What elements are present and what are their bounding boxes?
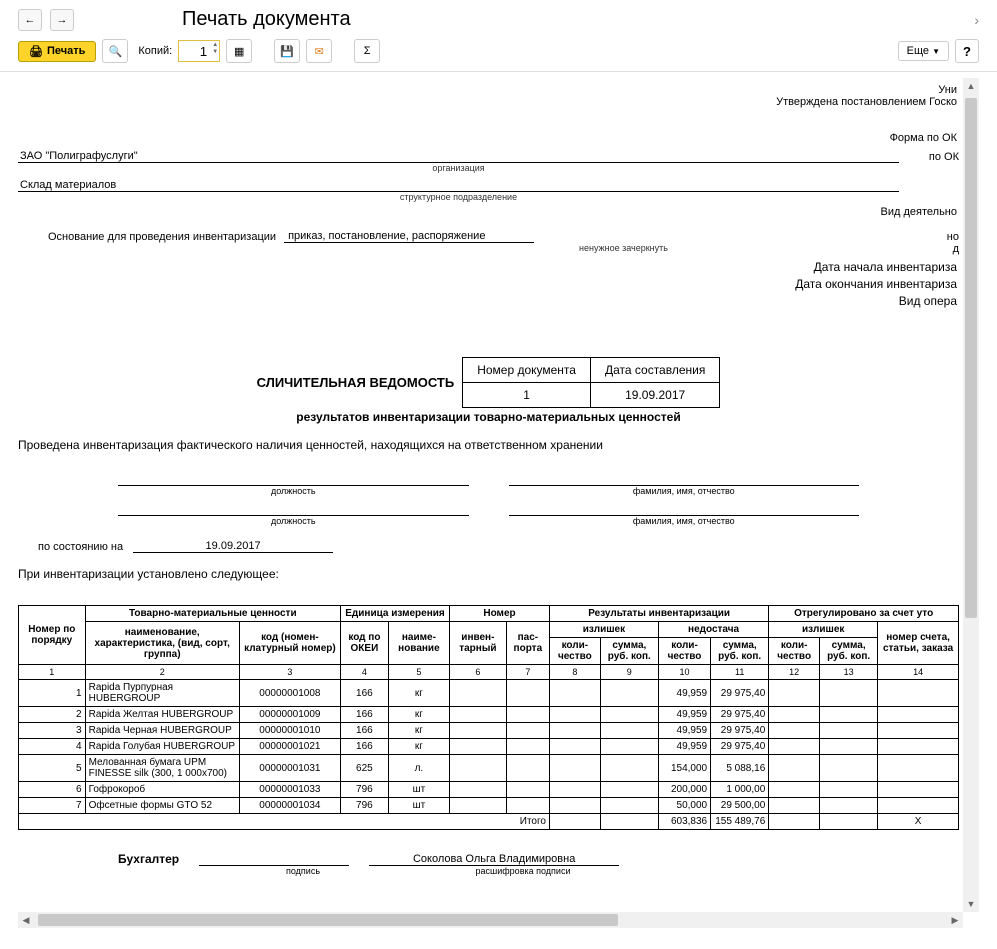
table-row: 4Rapida Голубая HUBERGROUP00000001021166…: [19, 739, 959, 755]
org-value: ЗАО "Полиграфуслуги": [18, 150, 899, 163]
forward-button[interactable]: →: [50, 9, 74, 31]
basis-label: Основание для проведения инвентаризации: [48, 231, 276, 243]
doc-sub-title: результатов инвентаризации товарно-матер…: [18, 410, 959, 424]
disk-icon: 💾: [280, 45, 294, 58]
horizontal-scrollbar[interactable]: ◀ ▶: [18, 912, 963, 928]
sigma-icon: Σ: [364, 45, 371, 57]
activity-row3: д: [929, 243, 959, 255]
table-row: 1Rapida Пурпурная HUBERGROUP000000010081…: [19, 680, 959, 707]
activity-row2: но: [947, 231, 959, 243]
main-table: Номер по порядку Товарно-материальные це…: [18, 605, 959, 830]
doc-main-title: СЛИЧИТЕЛЬНАЯ ВЕДОМОСТЬ: [257, 375, 463, 390]
sum-button[interactable]: Σ: [354, 39, 380, 63]
copies-spinner[interactable]: ▲▼: [212, 42, 218, 56]
by-okpo: по ОК: [899, 151, 959, 163]
conducted-text: Проведена инвентаризация фактического на…: [18, 438, 959, 452]
page-title: Печать документа: [182, 8, 351, 31]
oper-label: Вид опера: [18, 293, 957, 310]
mail-icon: ✉: [315, 45, 324, 58]
back-button[interactable]: ←: [18, 9, 42, 31]
preview-button[interactable]: 🔍: [102, 39, 128, 63]
date-end: Дата окончания инвентариза: [18, 276, 957, 293]
print-button[interactable]: 🖨 Печать: [18, 41, 96, 62]
basis-value: приказ, постановление, распоряжение: [284, 230, 534, 243]
help-button[interactable]: ?: [955, 39, 979, 63]
approved-top: Уни: [18, 84, 959, 96]
mail-button[interactable]: ✉: [306, 39, 332, 63]
template-button[interactable]: ▦: [226, 39, 252, 63]
magnifier-icon: 🔍: [109, 45, 123, 58]
status-date: 19.09.2017: [133, 540, 333, 553]
org-label: организация: [18, 163, 899, 173]
template-icon: ▦: [234, 45, 244, 58]
table-row: 5Мелованная бумага UPM FINESSE silk (300…: [19, 755, 959, 782]
print-label: Печать: [47, 45, 85, 57]
save-button[interactable]: 💾: [274, 39, 300, 63]
signer-role: Бухгалтер: [118, 852, 179, 866]
established-text: При инвентаризации установлено следующее…: [18, 567, 959, 581]
dept-value: Склад материалов: [18, 179, 899, 192]
table-row: 7Офсетные формы GTO 5200000001034796шт50…: [19, 798, 959, 814]
more-button[interactable]: Еще ▼: [898, 41, 949, 61]
approved-text: Утверждена постановлением Госко: [18, 96, 959, 108]
signer-name: Соколова Ольга Владимировна: [369, 853, 619, 866]
printer-icon: 🖨: [29, 45, 43, 58]
table-row: 2Rapida Желтая HUBERGROUP00000001009166к…: [19, 707, 959, 723]
activity-label: Вид деятельно: [18, 206, 959, 218]
chevron-right-icon[interactable]: ›: [974, 12, 979, 28]
copies-label: Копий:: [138, 45, 172, 57]
status-label: по состоянию на: [18, 541, 123, 553]
dept-label: структурное подразделение: [18, 192, 899, 202]
form-okud: Форма по ОК: [18, 132, 959, 144]
table-row: 6Гофрокороб00000001033796шт200,0001 000,…: [19, 782, 959, 798]
table-row: 3Rapida Черная HUBERGROUP00000001010166к…: [19, 723, 959, 739]
doc-number-table: Номер документаДата составления 119.09.2…: [462, 357, 720, 408]
basis-sub: ненужное зачеркнуть: [18, 243, 929, 255]
vertical-scrollbar[interactable]: ▲ ▼: [963, 78, 979, 912]
date-start: Дата начала инвентариза: [18, 259, 957, 276]
